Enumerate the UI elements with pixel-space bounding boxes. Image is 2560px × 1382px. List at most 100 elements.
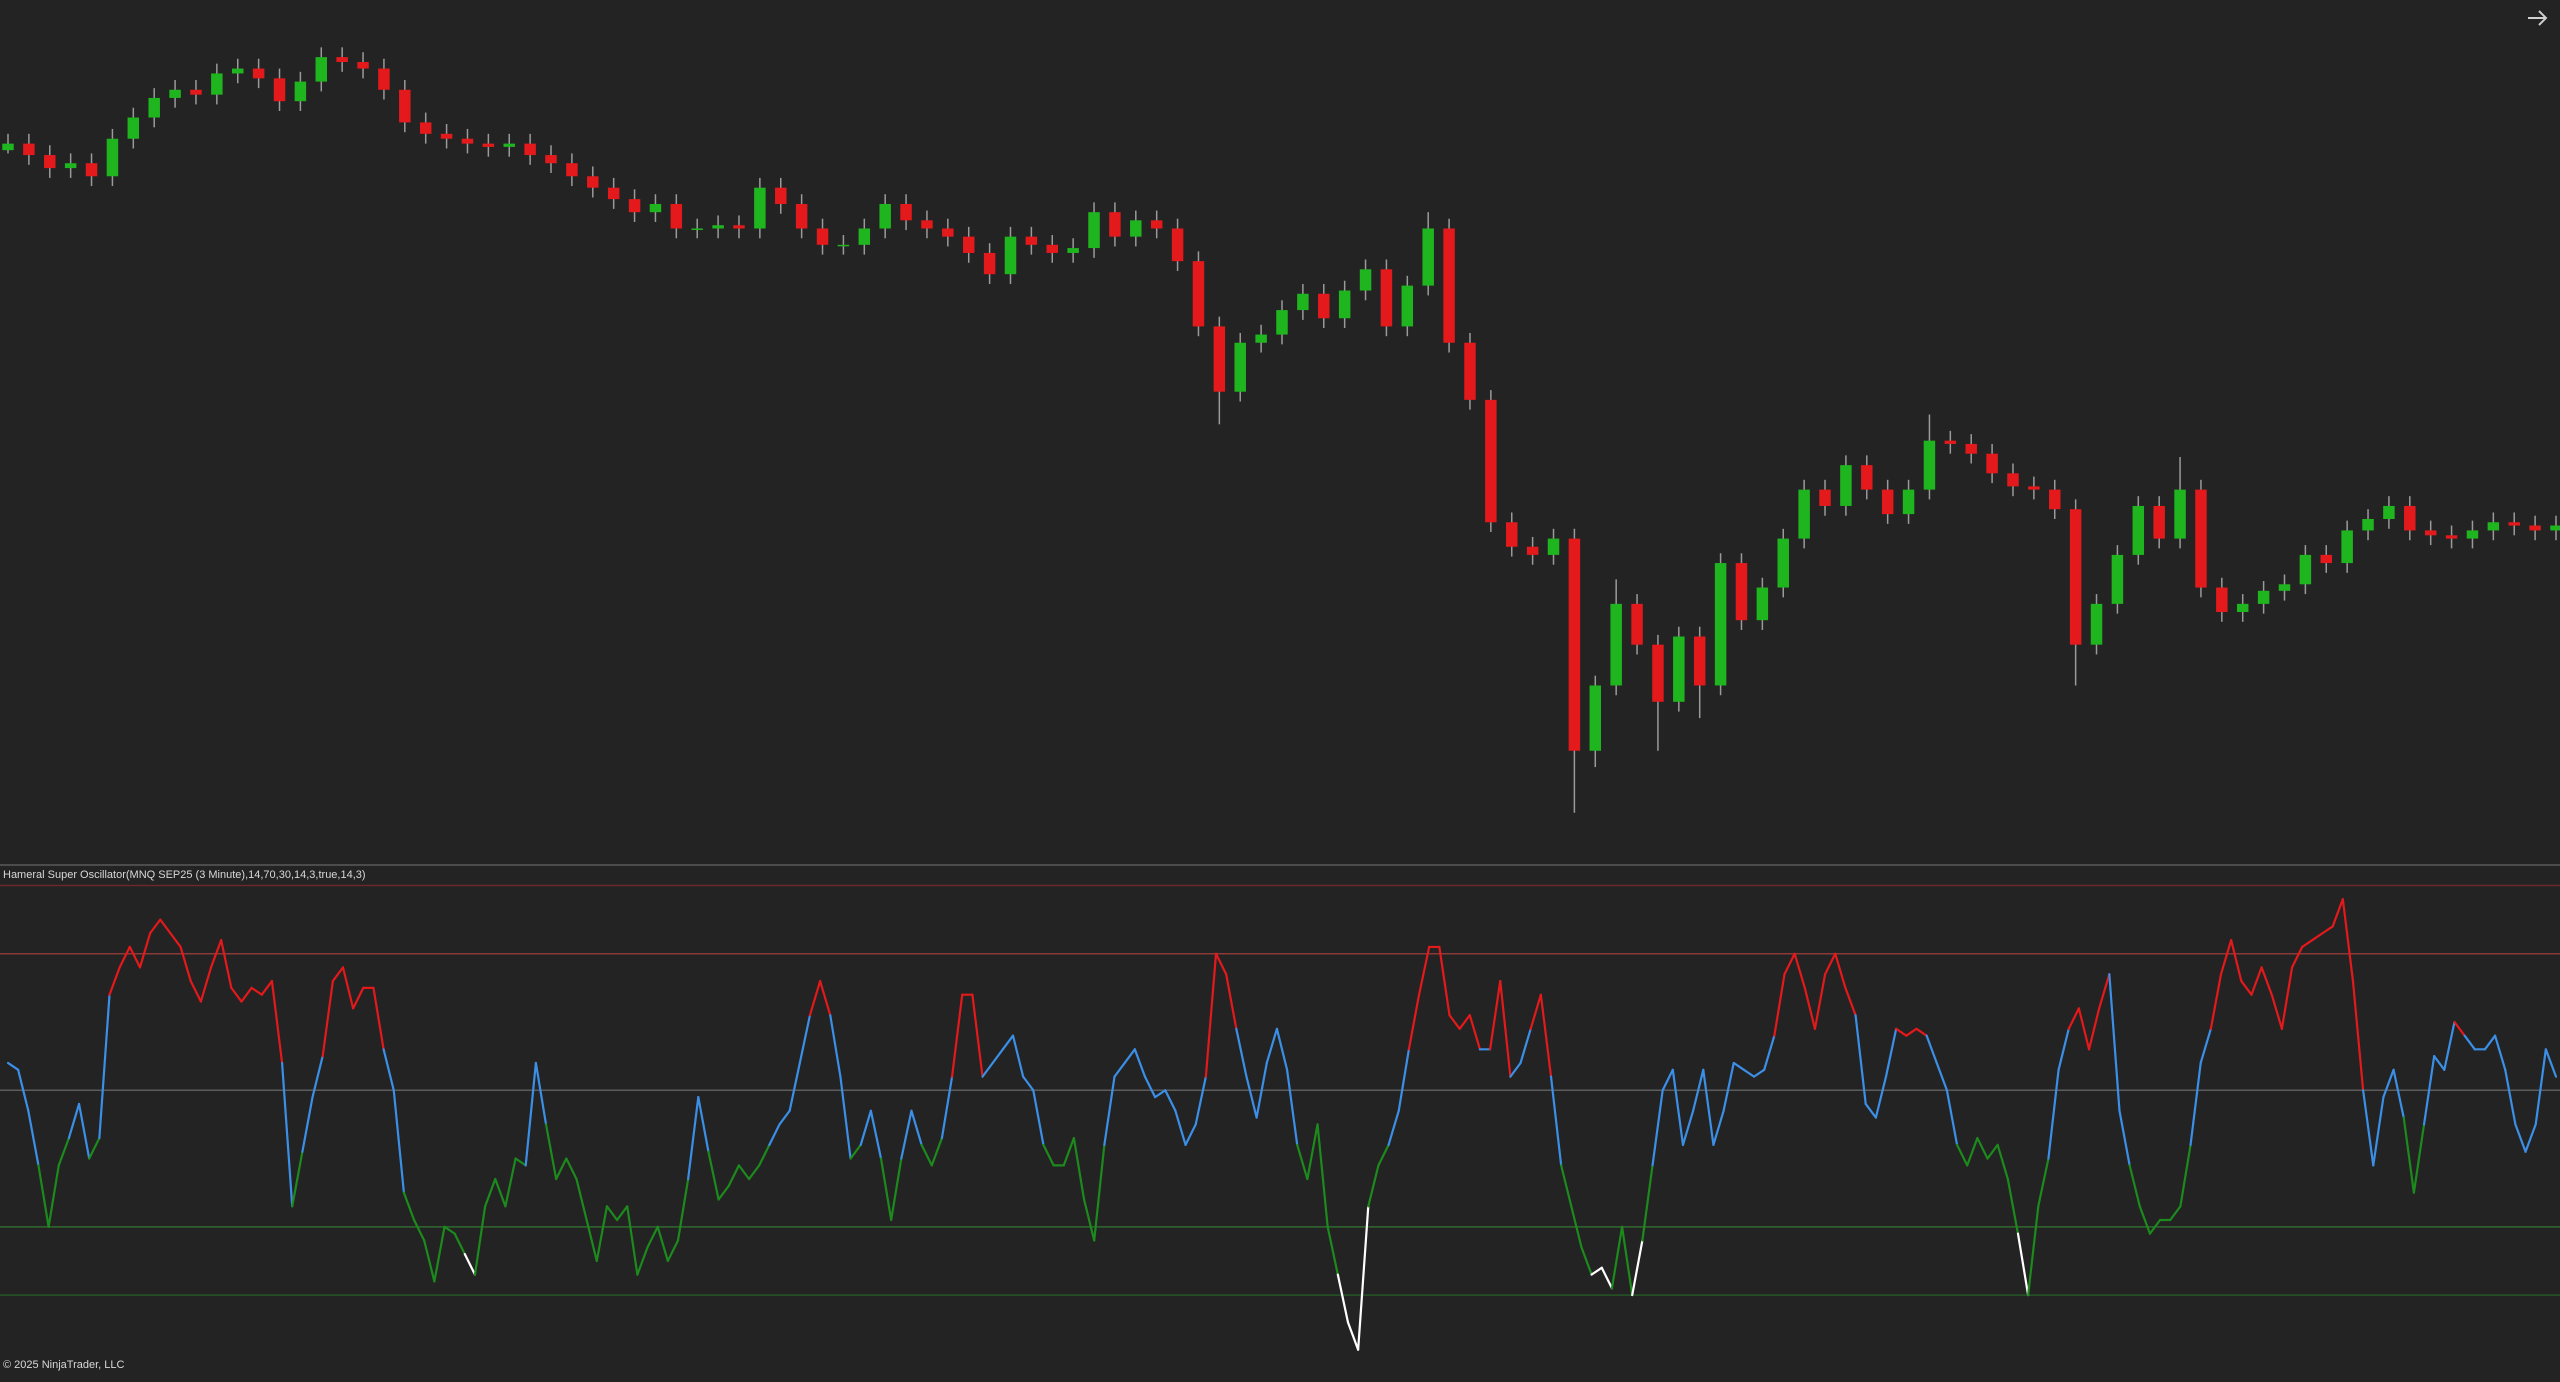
oscillator-segment — [1620, 1225, 1634, 1297]
candle-body — [1505, 522, 1518, 547]
oscillator-segment — [1336, 1273, 1350, 1324]
candle-body — [754, 187, 766, 229]
candle-body — [399, 89, 411, 123]
oscillator-segment — [2169, 1205, 2182, 1222]
candle-body — [858, 228, 871, 245]
oscillator-segment — [1823, 952, 1837, 976]
oscillator-segment — [1610, 1225, 1624, 1290]
oscillator-segment — [2179, 1143, 2192, 1208]
candle-body — [2404, 505, 2416, 531]
oscillator-segment — [940, 1075, 954, 1140]
oscillator-segment — [179, 945, 192, 983]
oscillator-segment — [402, 1191, 416, 1222]
oscillator-segment — [615, 1205, 629, 1222]
candle-body — [1547, 538, 1560, 555]
oscillator-segment — [849, 1143, 862, 1160]
candle-body — [1150, 220, 1163, 229]
candle-body — [1276, 310, 1288, 335]
candle-body — [1819, 489, 1831, 506]
oscillator-segment — [1925, 1034, 1938, 1065]
oscillator-segment — [423, 1239, 436, 1283]
candle-body — [336, 57, 348, 63]
oscillator-segment — [1996, 1143, 2009, 1181]
oscillator-segment — [1834, 952, 1847, 989]
oscillator-segment — [575, 1177, 588, 1222]
oscillator-segment — [859, 1109, 872, 1146]
candle-body — [1610, 603, 1622, 686]
candle-body — [2069, 509, 2082, 645]
oscillator-segment — [1864, 1102, 1877, 1119]
candle-body — [503, 143, 515, 147]
candle-body — [2090, 603, 2103, 645]
candle-body — [587, 176, 599, 188]
candle-body — [2111, 554, 2124, 604]
oscillator-segment — [159, 918, 172, 935]
oscillator-segment — [1326, 1225, 1339, 1276]
candle-body — [2153, 505, 2165, 539]
candle-body — [879, 204, 891, 229]
candle-body — [1693, 636, 1706, 686]
oscillator-segment — [819, 979, 832, 1017]
oscillator-segment — [646, 1225, 659, 1249]
oscillator-segment — [392, 1089, 406, 1194]
oscillator-segment — [2067, 1007, 2080, 1030]
oscillator-segment — [1306, 1123, 1319, 1181]
candle-body — [2195, 489, 2207, 588]
oscillator-segment — [1184, 1123, 1197, 1146]
candle-body — [1067, 248, 1079, 253]
candle-body — [1338, 290, 1351, 319]
candle-body — [378, 68, 390, 90]
oscillator-segment — [1082, 1198, 1096, 1242]
oscillator-segment — [1499, 979, 1512, 1078]
oscillator-segment — [1042, 1143, 1055, 1167]
oscillator-segment — [2047, 1068, 2060, 1160]
candle-body — [44, 155, 56, 169]
candle-body — [1526, 546, 1539, 555]
candle-body — [211, 73, 223, 95]
oscillator-segment — [2402, 1116, 2415, 1194]
oscillator-segment — [412, 1218, 426, 1242]
candle-body — [1171, 228, 1184, 262]
candle-body — [482, 143, 495, 147]
oscillator-segment — [1955, 1143, 1969, 1167]
oscillator-segment — [910, 1109, 923, 1146]
oscillator-segment — [331, 966, 345, 983]
oscillator-segment — [230, 986, 243, 1003]
oscillator-segment — [1316, 1123, 1329, 1228]
oscillator-segment — [1935, 1061, 1949, 1092]
oscillator-segment — [1062, 1136, 1075, 1167]
oscillator-segment — [2027, 1205, 2040, 1297]
candle-body — [1840, 465, 1852, 506]
candle-body — [1714, 563, 1727, 686]
candle-body — [816, 228, 829, 245]
oscillator-segment — [2392, 1068, 2405, 1119]
oscillator-segment — [1022, 1075, 1035, 1092]
oscillator-segment — [280, 1061, 294, 1208]
oscillator-segment — [1895, 1027, 1908, 1037]
candle-body — [1255, 334, 1267, 343]
candle-body — [1109, 212, 1121, 237]
candle-body — [691, 228, 703, 230]
oscillator-segment — [514, 1157, 527, 1167]
candle-body — [1088, 212, 1100, 249]
arrow-head — [2538, 10, 2548, 26]
oscillator-segment — [1742, 1068, 1756, 1078]
candle-body — [2216, 587, 2228, 613]
oscillator-segment — [2138, 1205, 2152, 1235]
oscillator-segment — [463, 1253, 477, 1276]
candle-body — [1881, 489, 1894, 515]
oscillator-segment — [382, 1048, 395, 1092]
oscillator-segment — [2351, 979, 2365, 1092]
scroll-arrow-icon[interactable] — [2528, 10, 2548, 26]
candle-body — [106, 138, 119, 177]
oscillator-segment — [291, 1150, 304, 1208]
oscillator-segment — [1681, 1109, 1695, 1146]
candle-body — [900, 204, 912, 221]
oscillator-segment — [2443, 1020, 2456, 1071]
oscillator-segment — [2270, 993, 2284, 1030]
oscillator-segment — [2301, 938, 2314, 949]
candle-body — [440, 133, 453, 139]
oscillator-segment — [2219, 938, 2233, 976]
candle-body — [1986, 453, 1998, 474]
candle-body — [2383, 505, 2395, 519]
